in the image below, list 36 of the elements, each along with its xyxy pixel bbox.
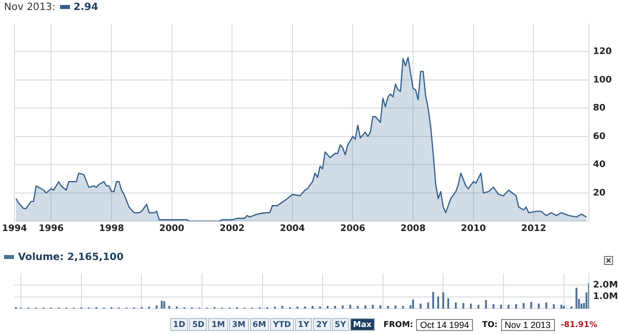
y-tick-label: 2.0M [593,280,618,290]
x-tick-label: 2002 [220,224,245,234]
x-tick-label: 2010 [460,224,486,234]
x-tick-label: 2008 [400,224,426,234]
text: -81.91% [560,320,598,329]
y-tick-label: 60 [593,132,606,142]
text: 1Y [294,318,312,331]
x-tick-label: 1994 [2,224,28,234]
legend-label: Volume: 2,165,100 [18,252,124,262]
x-tick-label: 1998 [98,224,124,234]
x-tick-label: 2004 [280,224,305,234]
text: Oct 14 1994 [416,318,474,330]
text: Nov 1 2013 [500,318,555,330]
text: YTD [270,318,294,331]
legend-label: 2.94 [74,2,98,12]
text: TO: [482,320,498,329]
legend-title: Nov 2013: [4,2,56,12]
x-tick-label: 1996 [38,224,64,234]
text: 6M [250,318,270,331]
y-tick-label: 100 [593,75,612,86]
x-tick-label: 2006 [340,224,366,234]
y-tick-label: 40 [593,160,606,170]
x-tick-label: 2000 [159,224,184,234]
y-tick-label: 1.0M [593,292,618,302]
text: 1D [170,318,188,331]
y-tick-label: 120 [593,47,612,57]
text: 3M [228,318,248,331]
text: 1M [208,318,228,331]
text: 2Y [313,318,331,331]
text: FROM: [384,320,414,329]
text: 5Y [332,318,349,331]
y-tick-label: 80 [593,104,606,114]
text: Max [350,318,375,331]
text: 5D [189,318,208,331]
x-tick-label: 2012 [521,224,546,234]
y-tick-label: 20 [593,188,606,198]
